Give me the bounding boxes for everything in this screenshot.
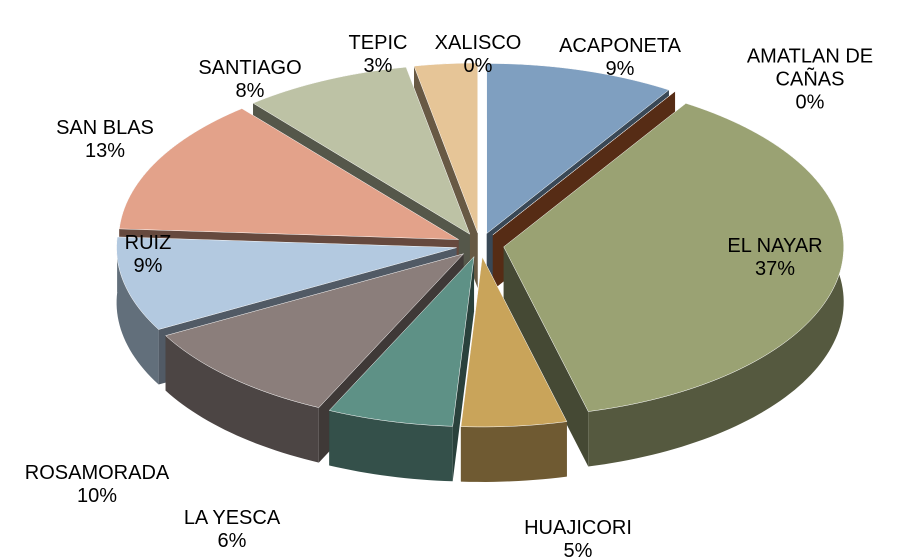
percent-label: 9% [605, 58, 635, 80]
data-label: TEPIC 3% [258, 32, 498, 78]
category-label: AMATLAN DE CAÑAS [746, 45, 874, 91]
data-label: HUAJICORI 5% [458, 517, 698, 559]
data-label: AMATLAN DE CAÑAS 0% [725, 46, 895, 115]
percent-label: 8% [235, 80, 265, 102]
percent-label: 10% [76, 485, 118, 507]
slice-side [460, 421, 567, 482]
data-label: ACAPONETA 9% [500, 35, 740, 81]
percent-label: 6% [217, 530, 247, 552]
slice [252, 66, 471, 235]
data-label: XALISCO 0% [358, 32, 598, 78]
slice-side [116, 236, 159, 385]
percent-label: 0% [463, 55, 493, 77]
data-label: LA YESCA 6% [112, 507, 352, 553]
slice-side [503, 246, 589, 467]
category-label: XALISCO [434, 32, 522, 54]
category-label: SAN BLAS [56, 117, 154, 139]
category-label: HUAJICORI [524, 517, 632, 539]
category-label: EL NAYAR [727, 235, 823, 257]
percent-label: 5% [563, 540, 593, 559]
slice [486, 63, 670, 234]
category-label: ROSAMORADA [24, 462, 170, 484]
slice [328, 255, 475, 427]
slice [503, 103, 844, 412]
slice [460, 256, 568, 428]
percent-label: 3% [363, 55, 393, 77]
data-label: RUIZ 9% [28, 232, 268, 278]
percent-label: 0% [795, 91, 825, 114]
slice-side [452, 256, 475, 482]
slice [118, 108, 460, 240]
category-label: SANTIAGO [198, 57, 302, 79]
percent-label: 37% [754, 258, 796, 280]
data-label: ROSAMORADA 10% [11, 462, 183, 508]
percent-label: 9% [133, 255, 163, 277]
slice [165, 253, 465, 408]
category-label: ACAPONETA [559, 35, 681, 57]
slice [413, 62, 478, 234]
category-label: TEPIC [348, 32, 408, 54]
slice [116, 236, 457, 330]
category-label: RUIZ [124, 232, 172, 254]
data-label: SAN BLAS 13% [0, 117, 225, 163]
category-label: LA YESCA [183, 507, 281, 529]
slice-side [329, 410, 453, 482]
data-label: SANTIAGO 8% [130, 57, 370, 103]
slice-side [165, 335, 319, 463]
data-label: EL NAYAR 37% [655, 235, 895, 281]
percent-label: 13% [84, 140, 126, 162]
